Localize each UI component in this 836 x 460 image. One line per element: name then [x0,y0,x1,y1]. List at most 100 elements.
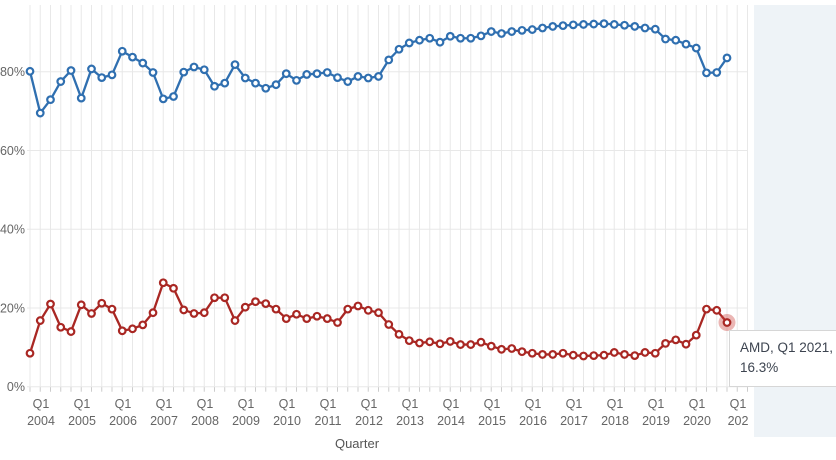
data-point-amd[interactable] [35,316,45,325]
data-point-amd[interactable] [148,308,158,318]
data-point-blue[interactable] [97,73,107,83]
data-point-amd[interactable] [374,308,383,318]
data-point-amd[interactable] [538,350,547,359]
data-point-blue[interactable] [527,25,537,34]
data-point-amd[interactable] [169,283,178,293]
data-point-amd[interactable] [199,308,209,318]
data-point-amd[interactable] [589,351,599,360]
data-point-blue[interactable] [302,70,312,79]
data-point-amd[interactable] [97,298,107,308]
data-point-blue[interactable] [240,73,250,83]
data-point-amd[interactable] [445,337,455,346]
data-point-amd[interactable] [620,350,629,359]
data-point-blue[interactable] [343,77,353,86]
data-point-blue[interactable] [169,92,178,101]
data-point-amd[interactable] [261,299,271,309]
data-point-blue[interactable] [712,68,722,77]
data-point-blue[interactable] [56,77,66,86]
data-point-amd[interactable] [527,348,537,358]
data-point-amd[interactable] [476,337,486,347]
data-point-amd[interactable] [507,344,517,353]
data-point-blue[interactable] [87,64,96,74]
data-point-blue[interactable] [599,19,609,29]
data-point-blue[interactable] [548,22,558,31]
data-point-amd[interactable] [630,351,640,360]
data-point-blue[interactable] [589,19,599,29]
data-point-blue[interactable] [384,55,394,65]
data-point-amd[interactable] [640,348,650,357]
data-point-blue[interactable] [650,24,660,34]
data-point-blue[interactable] [374,72,383,81]
data-point-blue[interactable] [579,20,588,29]
data-point-amd[interactable] [179,305,189,315]
data-point-amd[interactable] [25,348,35,358]
data-point-blue[interactable] [568,20,578,30]
data-point-amd[interactable] [517,347,527,357]
data-point-blue[interactable] [312,69,322,79]
data-point-amd[interactable] [353,301,363,311]
data-point-blue[interactable] [415,35,424,45]
data-point-blue[interactable] [620,20,629,30]
data-point-blue[interactable] [681,39,691,49]
data-point-blue[interactable] [210,81,219,91]
data-point-blue[interactable] [25,66,35,76]
data-point-amd[interactable] [240,302,250,312]
data-point-blue[interactable] [117,46,127,56]
data-point-amd[interactable] [579,351,588,361]
data-point-amd[interactable] [456,340,465,349]
data-point-blue[interactable] [661,34,670,44]
data-point-amd[interactable] [661,338,670,348]
data-point-blue[interactable] [128,52,137,62]
data-point-amd[interactable] [138,320,148,330]
data-point-blue[interactable] [691,43,701,53]
data-point-amd[interactable] [681,339,691,349]
data-point-blue[interactable] [322,68,332,77]
data-point-blue[interactable] [702,68,711,78]
data-point-amd[interactable] [312,311,322,321]
data-point-amd[interactable] [281,314,291,323]
data-point-blue[interactable] [722,53,732,63]
data-point-blue[interactable] [179,67,189,77]
data-point-amd[interactable] [271,304,281,314]
data-point-blue[interactable] [66,66,76,75]
data-point-amd[interactable] [466,340,476,349]
data-point-blue[interactable] [476,31,486,41]
data-point-blue[interactable] [220,78,230,88]
data-point-blue[interactable] [558,21,568,31]
data-point-blue[interactable] [230,60,240,70]
data-point-amd[interactable] [66,327,76,336]
data-point-amd[interactable] [568,350,578,360]
data-point-blue[interactable] [404,38,414,48]
data-point-amd[interactable] [599,350,609,360]
data-point-amd[interactable] [302,314,312,323]
data-point-amd[interactable] [691,330,701,340]
data-point-blue[interactable] [148,68,158,77]
data-point-amd[interactable] [56,322,66,332]
data-point-blue[interactable] [394,44,404,54]
data-point-amd[interactable] [404,336,414,346]
data-point-amd[interactable] [671,335,681,345]
data-point-amd[interactable] [712,305,722,315]
data-point-amd[interactable] [333,318,342,327]
data-point-amd[interactable] [486,341,496,351]
data-point-amd[interactable] [158,278,168,288]
data-point-amd[interactable] [87,309,96,318]
data-point-amd[interactable] [251,297,260,307]
data-point-amd[interactable] [497,344,506,354]
data-point-blue[interactable] [138,58,148,68]
data-point-amd[interactable] [425,337,435,347]
data-point-amd[interactable] [210,293,219,303]
data-point-blue[interactable] [261,83,271,93]
data-point-blue[interactable] [486,27,496,36]
data-point-amd[interactable] [415,338,424,348]
data-point-amd[interactable] [722,318,732,327]
data-point-blue[interactable] [76,93,86,103]
data-point-amd[interactable] [384,320,394,329]
data-point-blue[interactable] [445,31,455,41]
data-point-amd[interactable] [343,304,353,314]
data-point-amd[interactable] [363,305,373,315]
data-point-amd[interactable] [435,339,445,349]
data-point-blue[interactable] [353,72,363,81]
data-point-blue[interactable] [435,37,445,47]
